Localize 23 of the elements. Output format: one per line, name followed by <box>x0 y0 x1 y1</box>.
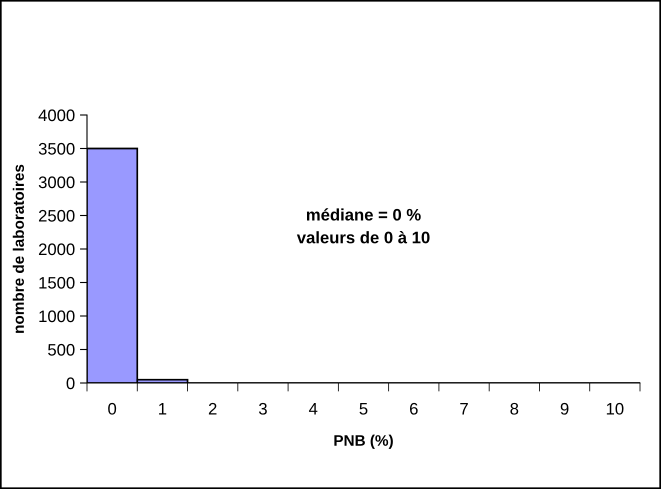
y-tick-label: 500 <box>48 344 75 356</box>
annotation: médiane = 0 % valeurs de 0 à 10 <box>296 208 430 244</box>
y-tick-label: 2000 <box>38 243 75 256</box>
x-tick-label: 9 <box>560 402 568 415</box>
x-tick-label: 3 <box>258 402 267 415</box>
y-tick-label: 0 <box>66 377 75 390</box>
x-tick-label: 7 <box>460 403 468 415</box>
x-axis-title: PNB (%) <box>334 434 393 449</box>
y-tick-label: 2500 <box>38 210 75 222</box>
y-tick-label: 3000 <box>38 176 75 188</box>
x-tick-label: 0 <box>108 402 116 415</box>
x-tick-label: 4 <box>308 403 318 415</box>
y-axis-title: nombre de laboratoires <box>12 164 24 333</box>
y-tick-label: 3500 <box>38 142 75 155</box>
y-tick-label: 1500 <box>39 276 75 289</box>
x-tick-label: 2 <box>208 402 216 415</box>
x-tick-label: 5 <box>360 403 368 415</box>
x-tick-label: 10 <box>606 402 624 415</box>
y-tick-label: 1000 <box>39 310 75 322</box>
x-tick-label: 8 <box>510 402 518 415</box>
x-tick-label: 6 <box>410 402 418 415</box>
y-tick-label: 4000 <box>38 109 75 122</box>
x-tick-label: 1 <box>159 403 166 415</box>
